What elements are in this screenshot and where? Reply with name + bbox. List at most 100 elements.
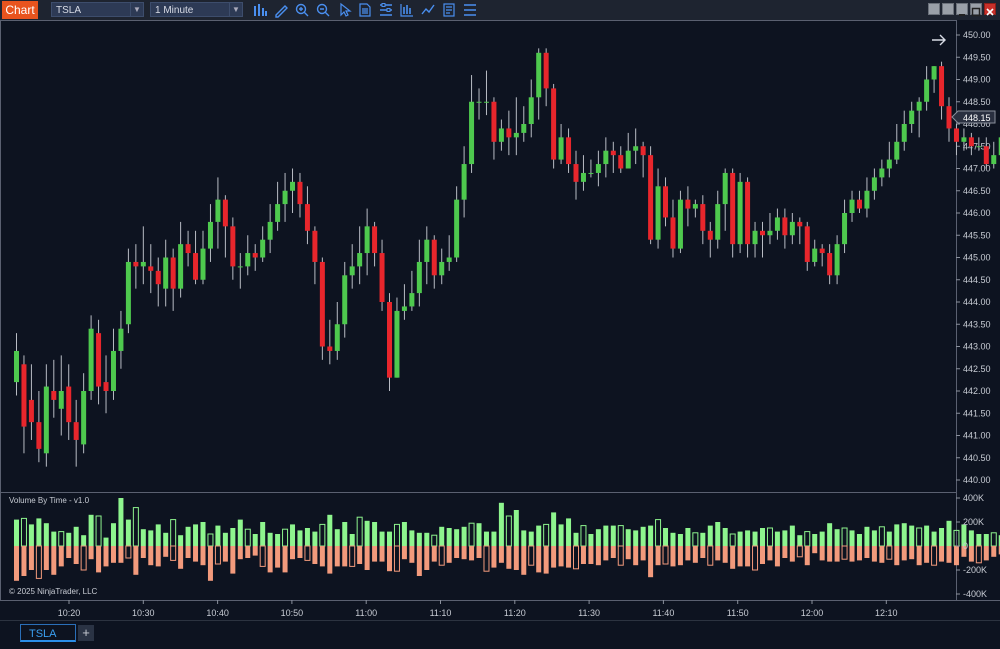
- candle: [334, 302, 340, 360]
- bar-type-icon[interactable]: [252, 2, 268, 18]
- candle-body: [498, 128, 504, 142]
- volume-bar-sell: [588, 546, 594, 564]
- volume-bar-sell: [140, 546, 146, 558]
- add-tab-button[interactable]: +: [78, 625, 94, 641]
- volume-bar-buy: [782, 530, 788, 546]
- volume-bar-sell: [737, 546, 743, 567]
- zoom-in-icon[interactable]: [294, 2, 310, 18]
- candle: [580, 155, 586, 191]
- volume-bar-sell: [617, 545, 624, 566]
- arrow-right-icon[interactable]: [932, 34, 946, 46]
- zoom-out-icon[interactable]: [315, 2, 331, 18]
- volume-bar-buy: [222, 532, 228, 546]
- volume-bar-sell: [178, 546, 184, 569]
- candle-body: [469, 101, 475, 165]
- volume-bar-sell: [438, 545, 445, 566]
- price-tick-label: 444.50: [963, 275, 991, 285]
- price-tick-label: 449.00: [963, 75, 991, 85]
- candle-body: [312, 230, 318, 262]
- pointer-icon[interactable]: [336, 2, 352, 18]
- price-tick-label: 440.00: [963, 475, 991, 485]
- volume-bar-sell: [543, 546, 549, 574]
- volume-bar-sell: [834, 546, 840, 562]
- candle: [767, 213, 773, 245]
- tile-icon[interactable]: [928, 3, 940, 15]
- candle: [394, 297, 400, 378]
- time-tick-label: 11:10: [430, 608, 452, 618]
- candle-body: [991, 155, 997, 165]
- candle: [237, 253, 243, 289]
- instrument-selector[interactable]: TSLA ▼: [51, 2, 144, 17]
- tab-tsla[interactable]: TSLA: [20, 624, 76, 642]
- strategies-icon[interactable]: [420, 2, 436, 18]
- volume-bar-sell: [155, 546, 161, 567]
- volume-bar-buy: [446, 528, 452, 546]
- candle: [155, 257, 161, 307]
- price-chart[interactable]: 450.00449.50449.00448.50448.00447.50447.…: [0, 20, 1000, 620]
- volume-bar-sell: [372, 546, 378, 562]
- candle-body: [342, 275, 348, 325]
- candle-body: [222, 199, 228, 227]
- candle-body: [133, 261, 139, 267]
- time-axis[interactable]: 10:20 10:30 10:40 10:50 11:00 11:10 11:20 11:30…: [58, 600, 898, 618]
- volume-bar-buy: [961, 524, 967, 546]
- volume-bar-buy: [685, 528, 691, 546]
- volume-bar-sell: [21, 546, 27, 576]
- chart-panel[interactable]: 450.00 449.50 449.00 448.50 448.00 447.50 447.…: [0, 20, 1000, 620]
- volume-bar-sell: [983, 546, 989, 561]
- volume-bar-sell: [214, 545, 221, 565]
- volume-bar-sell: [319, 546, 325, 567]
- candle: [633, 128, 639, 165]
- candle: [595, 150, 601, 187]
- candle: [200, 230, 206, 285]
- pencil-icon[interactable]: [273, 2, 289, 18]
- candle-body: [804, 226, 810, 262]
- interval-selector[interactable]: 1 Minute ▼: [150, 2, 243, 17]
- candle: [521, 106, 527, 142]
- copyright-label: © 2025 NinjaTrader, LLC: [9, 587, 98, 596]
- minimize-icon[interactable]: [956, 3, 968, 16]
- volume-bar-sell: [491, 546, 497, 568]
- candle: [513, 97, 519, 156]
- volume-bar-sell: [796, 545, 803, 558]
- volume-bar-sell: [901, 546, 907, 561]
- properties-icon[interactable]: [378, 2, 394, 18]
- volume-bar-sell: [812, 546, 818, 554]
- chart-trader-icon[interactable]: [462, 2, 478, 18]
- volume-tick-label: 200K: [963, 517, 984, 527]
- volume-bar-sell: [35, 545, 42, 579]
- volume-bar-sell: [715, 546, 721, 561]
- price-tick-label: 442.50: [963, 364, 991, 374]
- candle-body: [603, 150, 609, 165]
- templates-icon[interactable]: [441, 2, 457, 18]
- close-icon[interactable]: [984, 3, 996, 16]
- volume-bar-sell: [200, 546, 206, 566]
- volume-bar-buy: [416, 532, 422, 546]
- volume-bar-buy: [827, 523, 833, 546]
- candle: [819, 244, 825, 267]
- data-box-icon[interactable]: [357, 2, 373, 18]
- indicators-icon[interactable]: [399, 2, 415, 18]
- maximize-icon[interactable]: [970, 3, 982, 17]
- tile-icon[interactable]: [942, 3, 954, 15]
- candle-body: [364, 226, 370, 254]
- price-tick-label: 448.00: [963, 119, 991, 129]
- volume-bar-sell: [304, 545, 311, 561]
- volume-axis[interactable]: 400K 200K 0 -200K -400K: [956, 493, 987, 599]
- chart-menu-button[interactable]: Chart: [2, 1, 38, 19]
- volume-bar-buy: [745, 530, 751, 546]
- volume-bar-buy: [633, 530, 639, 546]
- candle: [968, 132, 974, 156]
- volume-bar-sell: [193, 546, 199, 562]
- candle: [66, 364, 72, 440]
- volume-bar-sell: [51, 546, 57, 575]
- volume-bar-sell: [692, 546, 698, 563]
- candle-body: [610, 150, 616, 156]
- candle: [804, 221, 810, 271]
- price-axis[interactable]: 450.00449.50449.00448.50448.00447.50447.…: [956, 30, 991, 485]
- candle: [700, 195, 706, 245]
- candle-body: [28, 399, 34, 423]
- candle-body: [998, 137, 1000, 156]
- candle-body: [670, 217, 676, 249]
- volume-bar-sell: [841, 545, 848, 560]
